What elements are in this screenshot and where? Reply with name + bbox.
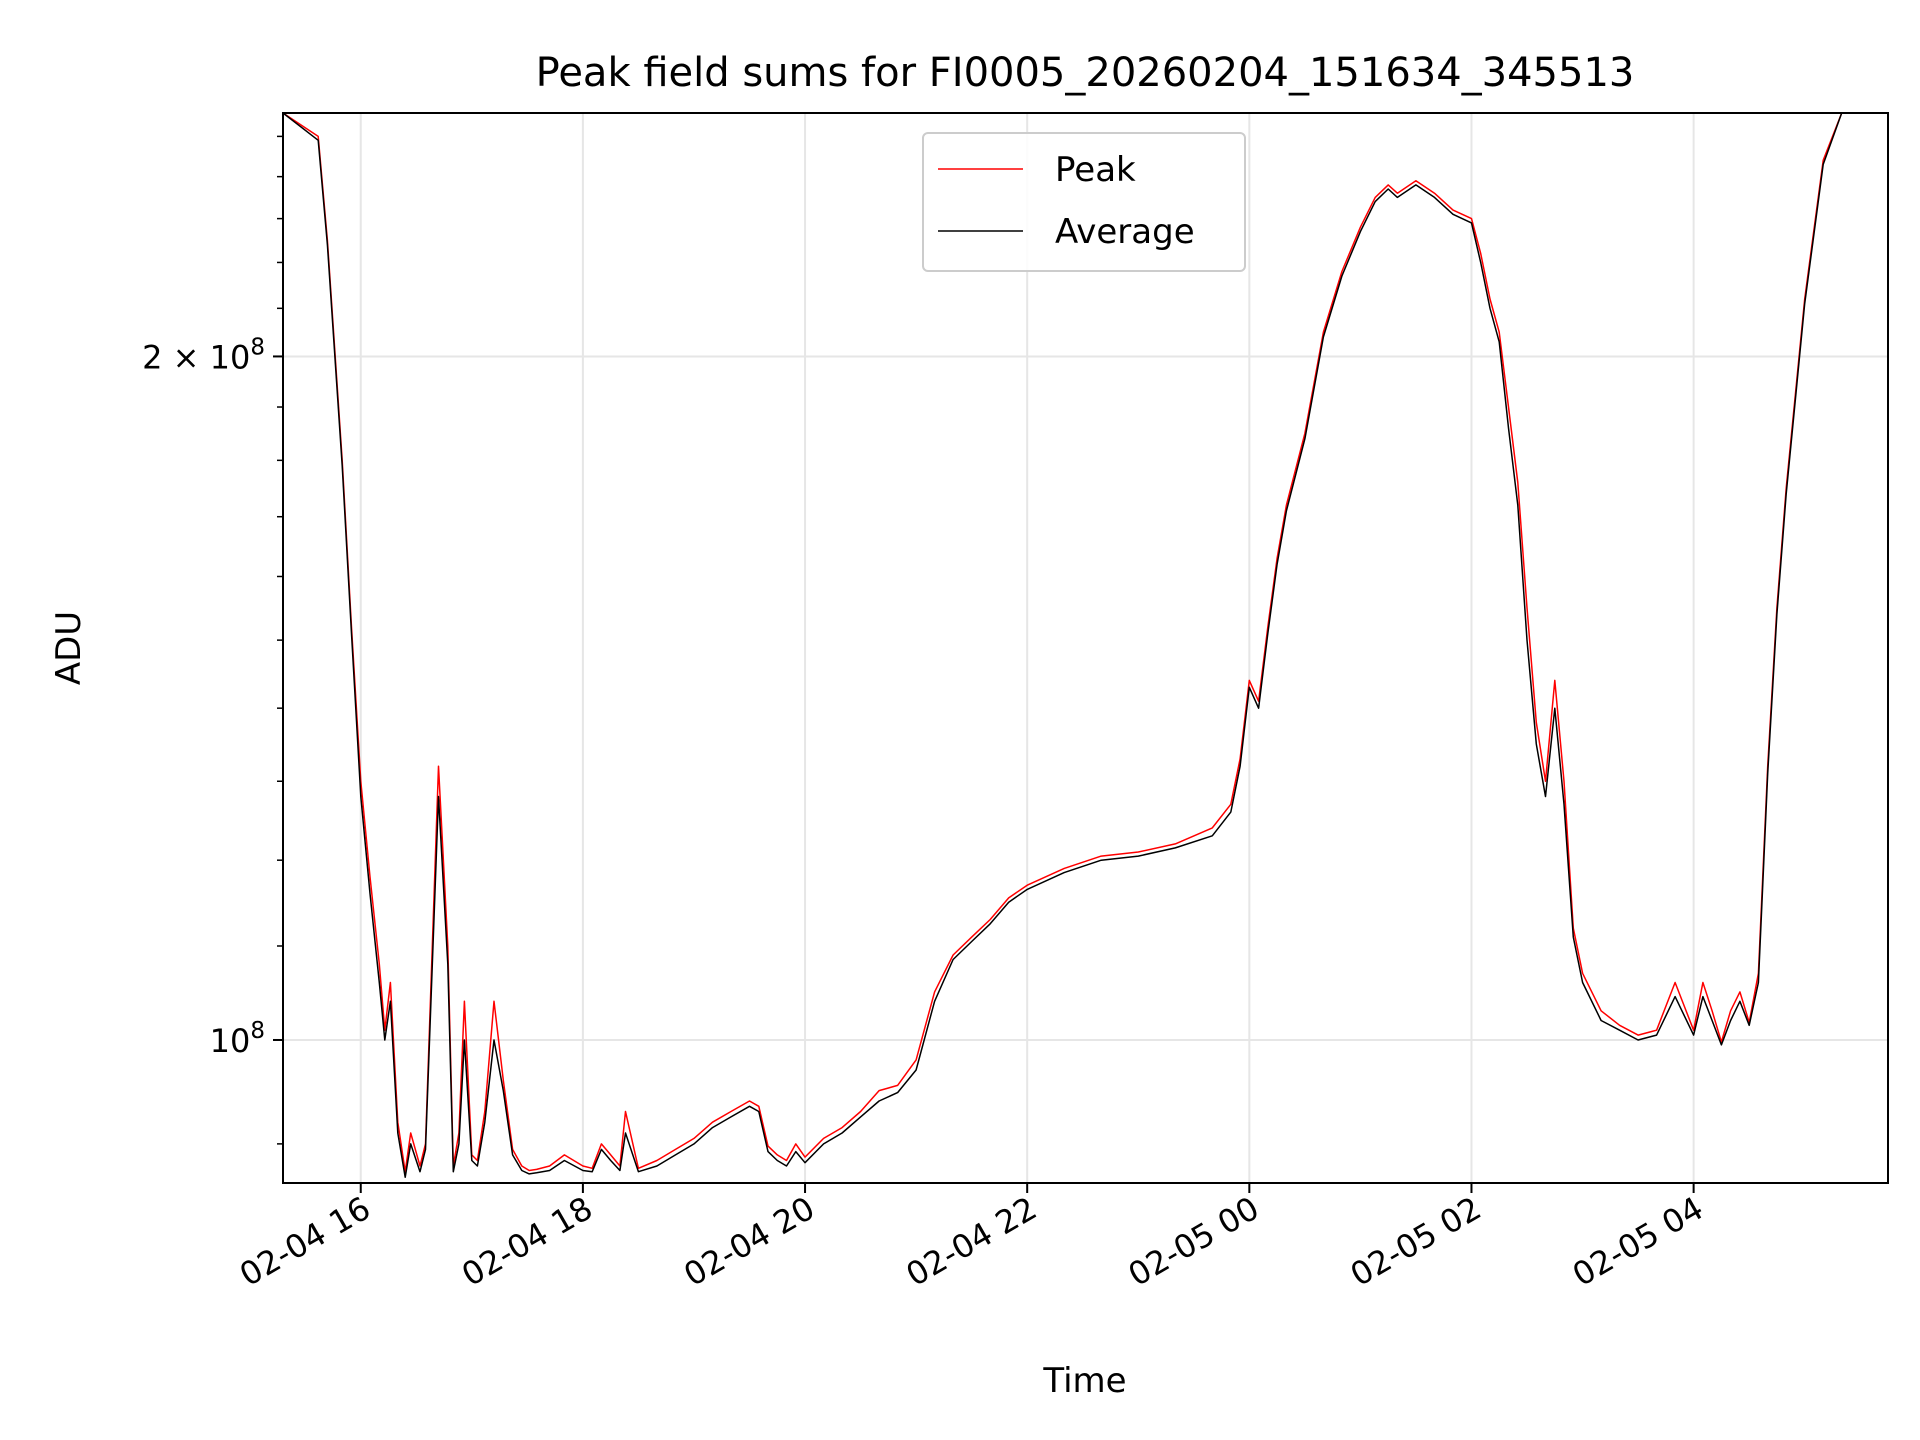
series-line-peak [283, 113, 1843, 1173]
y-tick-label: 2 × 108 [142, 334, 265, 376]
legend-label-peak: Peak [1055, 150, 1136, 190]
series-lines [283, 113, 1843, 1179]
legend-label-average: Average [1055, 212, 1195, 252]
chart-title: Peak field sums for FI0005_20260204_1516… [536, 50, 1635, 96]
legend-box [922, 132, 1246, 272]
gridlines [283, 113, 1888, 1183]
x-axis-label: Time [1042, 1361, 1126, 1401]
y-tick-label: 108 [210, 1018, 265, 1060]
legend: Peak Average [922, 132, 1246, 272]
series-line-average [283, 113, 1843, 1179]
y-axis-label: ADU [49, 611, 89, 685]
plot-frame [282, 112, 1889, 1184]
